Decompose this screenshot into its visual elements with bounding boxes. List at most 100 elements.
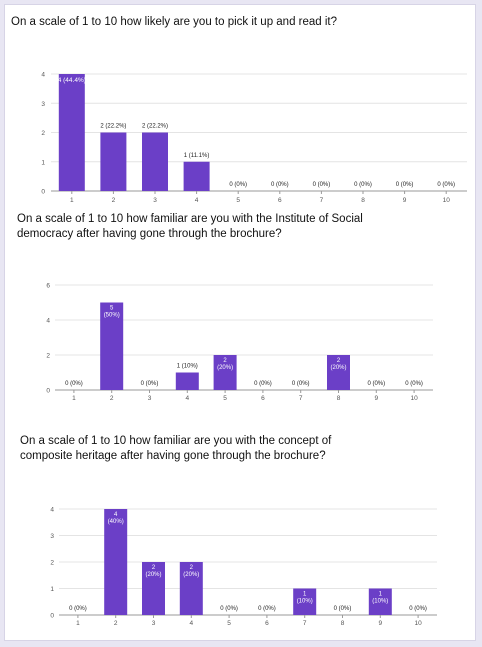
x-tick-label: 8 bbox=[361, 197, 365, 204]
data-label-percent: (20%) bbox=[145, 572, 161, 578]
x-tick-label: 7 bbox=[320, 197, 324, 204]
x-tick-label: 1 bbox=[72, 395, 76, 402]
y-tick-label: 0 bbox=[41, 189, 45, 196]
bar bbox=[327, 355, 350, 390]
data-label: 2 (22.2%) bbox=[100, 124, 126, 130]
y-tick-label: 3 bbox=[41, 101, 45, 108]
data-label-percent: (10%) bbox=[297, 599, 313, 605]
x-tick-label: 5 bbox=[236, 197, 240, 204]
data-label-percent: (40%) bbox=[108, 519, 124, 525]
y-tick-label: 3 bbox=[50, 533, 54, 540]
bar bbox=[213, 355, 237, 390]
data-label-percent: (50%) bbox=[104, 313, 120, 319]
data-label: 0 (0%) bbox=[292, 381, 310, 387]
bar bbox=[142, 132, 168, 191]
data-label: 0 (0%) bbox=[141, 381, 159, 387]
survey-results-panel: On a scale of 1 to 10 how likely are you… bbox=[4, 4, 476, 641]
data-label: 4 (44.4%) bbox=[58, 77, 86, 84]
x-tick-label: 4 bbox=[189, 620, 193, 627]
x-tick-label: 2 bbox=[110, 395, 114, 402]
x-tick-label: 5 bbox=[223, 395, 227, 402]
data-label: 0 (0%) bbox=[271, 182, 289, 188]
data-label: 0 (0%) bbox=[396, 182, 414, 188]
data-label-percent: (10%) bbox=[372, 599, 388, 605]
x-tick-label: 3 bbox=[153, 197, 157, 204]
data-label: 0 (0%) bbox=[254, 381, 272, 387]
y-tick-label: 4 bbox=[50, 507, 54, 514]
data-label: 0 (0%) bbox=[405, 381, 423, 387]
data-label: 0 (0%) bbox=[69, 606, 87, 612]
x-tick-label: 6 bbox=[261, 395, 265, 402]
y-tick-label: 6 bbox=[46, 283, 50, 290]
data-label-count: 1 bbox=[303, 592, 307, 598]
data-label-count: 1 bbox=[379, 592, 383, 598]
data-label: 0 (0%) bbox=[258, 606, 276, 612]
question-3-title: On a scale of 1 to 10 how familiar are y… bbox=[20, 435, 332, 462]
data-label: 0 (0%) bbox=[313, 182, 331, 188]
bar bbox=[368, 588, 392, 615]
y-tick-label: 2 bbox=[50, 560, 54, 567]
data-label-percent: (20%) bbox=[217, 365, 233, 371]
data-label: 1 (10%) bbox=[177, 364, 198, 370]
x-tick-label: 3 bbox=[152, 620, 156, 627]
question-1-title: On a scale of 1 to 10 how likely are you… bbox=[11, 16, 338, 28]
data-label: 1 (11.1%) bbox=[184, 153, 210, 159]
bar bbox=[100, 132, 127, 191]
bar bbox=[142, 562, 165, 615]
x-tick-label: 7 bbox=[299, 395, 303, 402]
x-tick-label: 4 bbox=[185, 395, 189, 402]
data-label: 0 (0%) bbox=[409, 606, 427, 612]
data-label-count: 2 bbox=[190, 565, 194, 571]
x-tick-label: 6 bbox=[265, 620, 269, 627]
y-tick-label: 0 bbox=[50, 613, 54, 620]
y-tick-label: 2 bbox=[41, 130, 45, 137]
data-label-count: 2 bbox=[337, 358, 341, 364]
x-tick-label: 7 bbox=[303, 620, 307, 627]
bar bbox=[175, 372, 199, 390]
question-2-title: On a scale of 1 to 10 how familiar are y… bbox=[17, 213, 363, 240]
y-tick-label: 4 bbox=[46, 318, 50, 325]
x-tick-label: 9 bbox=[374, 395, 378, 402]
data-label: 0 (0%) bbox=[220, 606, 238, 612]
x-tick-label: 10 bbox=[443, 197, 451, 204]
data-label-count: 2 bbox=[223, 358, 227, 364]
data-label: 0 (0%) bbox=[229, 182, 247, 188]
bar bbox=[179, 562, 203, 615]
y-tick-label: 1 bbox=[41, 159, 45, 166]
x-tick-label: 5 bbox=[227, 620, 231, 627]
bar bbox=[58, 74, 85, 191]
bar bbox=[293, 588, 317, 615]
x-tick-label: 8 bbox=[337, 395, 341, 402]
data-label: 2 (22.2%) bbox=[142, 124, 168, 130]
x-tick-label: 1 bbox=[76, 620, 80, 627]
x-tick-label: 1 bbox=[70, 197, 74, 204]
bar bbox=[100, 302, 124, 390]
x-tick-label: 9 bbox=[378, 620, 382, 627]
bar bbox=[104, 509, 128, 615]
question-1-chart: 0 1 2 3 4 4 (44.4%) 1 2 (22.2%) 2 2 (22.2%) 3 1 (11… bbox=[41, 72, 467, 204]
data-label-percent: (20%) bbox=[330, 365, 346, 371]
x-tick-label: 10 bbox=[414, 620, 422, 627]
x-tick-label: 10 bbox=[410, 395, 418, 402]
x-tick-label: 3 bbox=[148, 395, 152, 402]
data-label: 0 (0%) bbox=[65, 381, 83, 387]
x-tick-label: 9 bbox=[403, 197, 407, 204]
y-tick-label: 0 bbox=[46, 388, 50, 395]
data-label: 0 (0%) bbox=[367, 381, 385, 387]
x-tick-label: 8 bbox=[341, 620, 345, 627]
bar bbox=[183, 161, 210, 191]
data-label: 0 (0%) bbox=[334, 606, 352, 612]
y-tick-label: 1 bbox=[50, 586, 54, 593]
data-label-count: 2 bbox=[152, 565, 156, 571]
y-tick-label: 4 bbox=[41, 72, 45, 79]
x-tick-label: 4 bbox=[195, 197, 199, 204]
x-tick-label: 2 bbox=[114, 620, 118, 627]
data-label: 0 (0%) bbox=[354, 182, 372, 188]
x-tick-label: 2 bbox=[112, 197, 116, 204]
y-tick-label: 2 bbox=[46, 353, 50, 360]
data-label-count: 5 bbox=[110, 306, 114, 312]
data-label: 0 (0%) bbox=[437, 182, 455, 188]
data-label-percent: (20%) bbox=[183, 572, 199, 578]
